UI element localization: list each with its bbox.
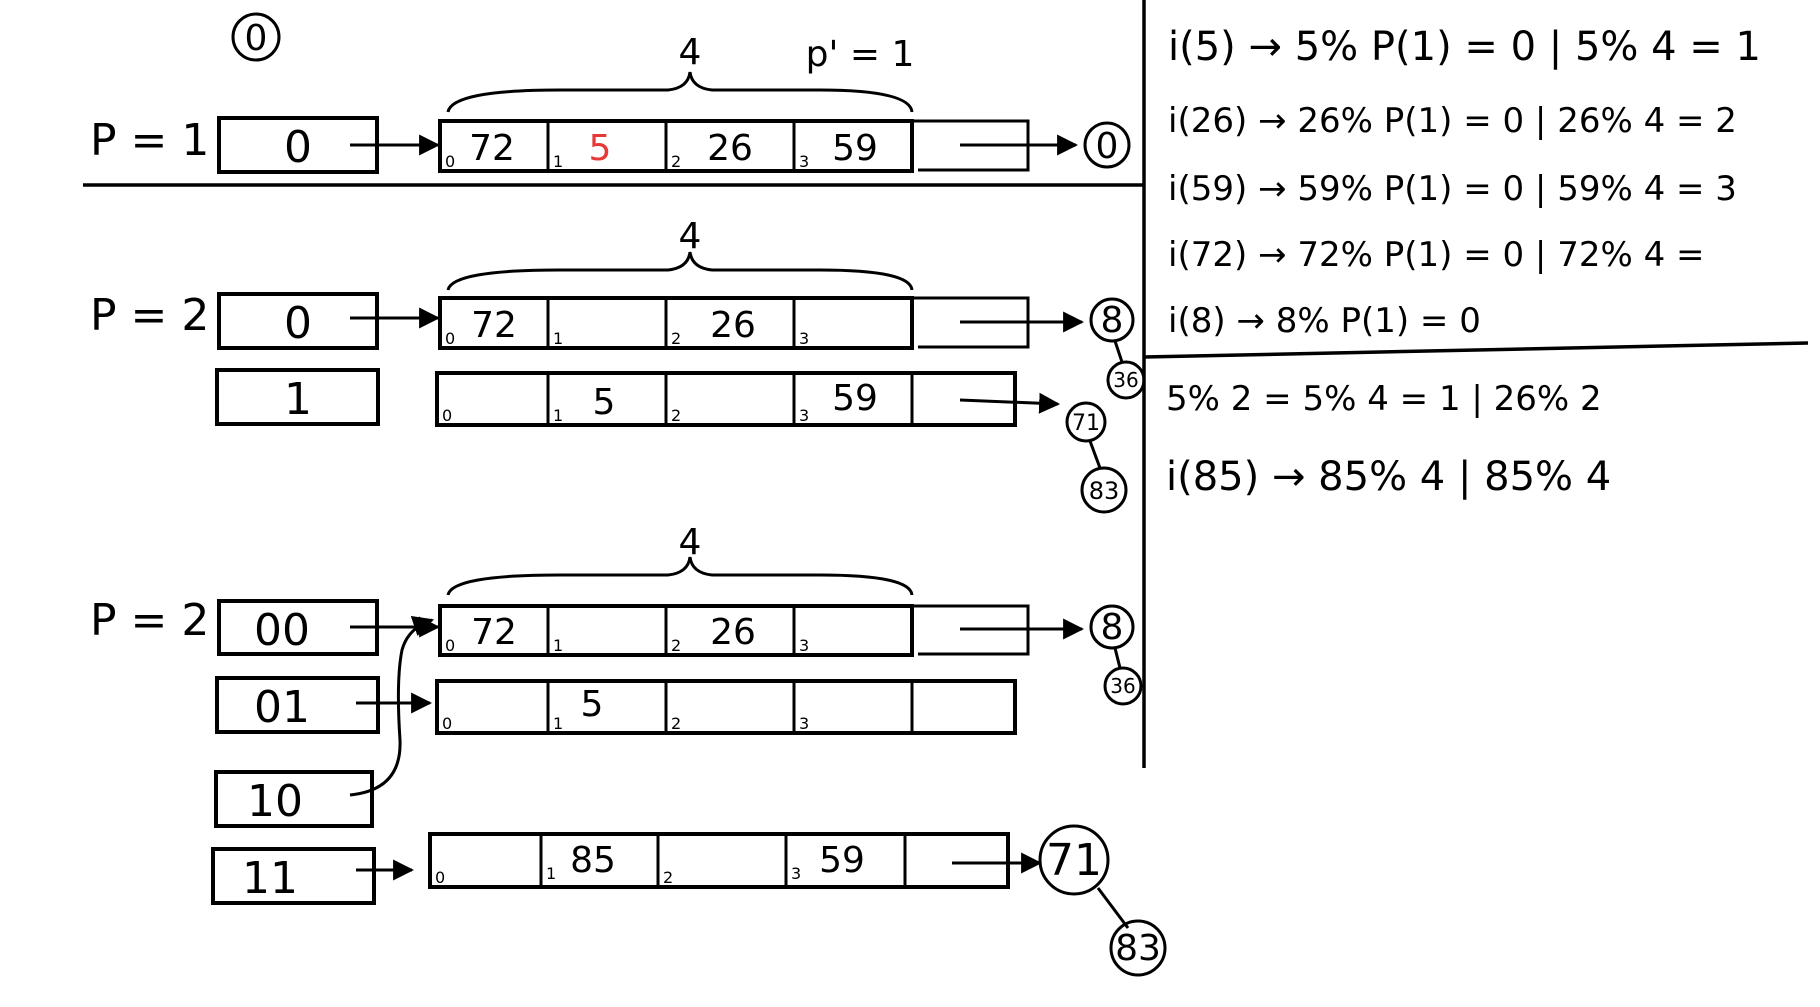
svg-text:8: 8: [1101, 607, 1124, 648]
svg-text:26: 26: [710, 612, 756, 653]
s1-idx-2: 2: [671, 152, 681, 171]
section3-p-label: P = 2: [90, 595, 209, 646]
s1-val-2: 26: [707, 128, 753, 169]
svg-text:5: 5: [593, 382, 616, 423]
section2-dir-entry-1: 1: [215, 368, 380, 426]
svg-text:5: 5: [581, 684, 604, 725]
note-line-6: 5% 2 = 5% 4 = 1 | 26% 2: [1166, 379, 1602, 419]
svg-text:10: 10: [247, 776, 303, 827]
section1-dir-value: 0: [284, 122, 312, 173]
section1-p-label: P = 1: [90, 115, 209, 166]
brace-section2: [446, 251, 914, 291]
section2-bucket-b: 0 1 2 3 5 59: [435, 371, 1017, 427]
svg-text:0: 0: [1096, 126, 1119, 167]
s1-idx-0: 0: [445, 152, 455, 171]
s2-overflow-node-83: 83: [1080, 466, 1128, 514]
svg-text:1: 1: [553, 406, 563, 425]
section3-bucket-a: 0 1 2 3 72 26: [438, 604, 914, 657]
svg-text:0: 0: [442, 714, 452, 733]
section2-p-label: P = 2: [90, 290, 209, 341]
s1-idx-1: 1: [553, 152, 563, 171]
svg-text:83: 83: [1089, 477, 1120, 505]
svg-text:26: 26: [710, 305, 756, 346]
svg-text:0: 0: [445, 636, 455, 655]
svg-text:71: 71: [1072, 411, 1100, 436]
svg-text:72: 72: [471, 612, 517, 653]
svg-text:0: 0: [442, 406, 452, 425]
s2-overflow-node-36: 36: [1106, 360, 1146, 400]
s3-overflow-node-8: 8: [1089, 604, 1135, 650]
s3-overflow-node-36: 36: [1103, 666, 1143, 706]
marker-label: 0: [245, 18, 268, 59]
svg-text:3: 3: [799, 636, 809, 655]
note-line-2: i(26) → 26% P(1) = 0 | 26% 4 = 2: [1168, 101, 1737, 141]
s1-val-1-highlight: 5: [589, 128, 612, 169]
svg-text:3: 3: [791, 864, 801, 883]
section3-dir-entry-10: 10: [214, 770, 374, 828]
section3-size-label: 4: [679, 522, 702, 563]
svg-text:3: 3: [799, 714, 809, 733]
note-line-3: i(59) → 59% P(1) = 0 | 59% 4 = 3: [1168, 169, 1737, 209]
section2-size-label: 4: [679, 216, 702, 257]
svg-text:36: 36: [1113, 368, 1138, 392]
note-line-5: i(8) → 8% P(1) = 0: [1168, 301, 1481, 341]
svg-text:1: 1: [553, 636, 563, 655]
svg-text:8: 8: [1101, 300, 1124, 341]
s3-shared-pointer-10: [349, 616, 434, 797]
section3-dir-entry-01: 01: [215, 676, 380, 734]
svg-text:0: 0: [284, 298, 312, 349]
section1-bucket: 0 1 2 3 72 5 26 59: [438, 119, 914, 173]
svg-text:83: 83: [1115, 928, 1161, 969]
svg-text:72: 72: [471, 305, 517, 346]
marker-circle: 0: [231, 12, 281, 62]
brace-section1: [446, 71, 914, 113]
p-prime-label: p' = 1: [806, 34, 915, 75]
svg-text:85: 85: [570, 840, 616, 881]
s1-val-0: 72: [469, 128, 515, 169]
svg-text:01: 01: [254, 682, 310, 733]
svg-text:2: 2: [671, 406, 681, 425]
svg-text:1: 1: [553, 714, 563, 733]
note-line-7: i(85) → 85% 4 | 85% 4: [1166, 454, 1611, 500]
bucket-size-label: 4: [679, 32, 702, 73]
note-line-1: i(5) → 5% P(1) = 0 | 5% 4 = 1: [1168, 24, 1761, 70]
section3-bucket-c: 0 1 2 3 85 59: [428, 832, 1010, 889]
s1-idx-3: 3: [799, 152, 809, 171]
s1-overflow-node: 0: [1083, 121, 1131, 169]
section3-dir-entry-11: 11: [211, 847, 376, 905]
svg-text:2: 2: [663, 868, 673, 887]
s3-overflow-node-83: 83: [1109, 919, 1167, 977]
svg-text:36: 36: [1110, 674, 1135, 698]
s2-overflow-node-71: 71: [1065, 401, 1107, 443]
s3-overflow-node-71: 71: [1038, 824, 1110, 896]
brace-section3: [446, 556, 914, 596]
svg-text:0: 0: [435, 868, 445, 887]
svg-text:00: 00: [254, 605, 310, 656]
svg-text:59: 59: [819, 840, 865, 881]
note-line-4: i(72) → 72% P(1) = 0 | 72% 4 =: [1168, 235, 1705, 275]
svg-text:2: 2: [671, 329, 681, 348]
s1-val-3: 59: [832, 128, 878, 169]
section3-bucket-b: 0 1 2 3 5: [435, 679, 1017, 735]
svg-text:3: 3: [799, 329, 809, 348]
section2-dir-entry-0: 0: [217, 292, 379, 350]
svg-text:11: 11: [242, 853, 298, 904]
svg-text:1: 1: [553, 329, 563, 348]
notes-top: i(5) → 5% P(1) = 0 | 5% 4 = 1 i(26) → 26…: [1168, 24, 1761, 341]
svg-text:2: 2: [671, 636, 681, 655]
svg-text:3: 3: [799, 406, 809, 425]
svg-text:1: 1: [546, 864, 556, 883]
section2-bucket-a: 0 1 2 3 72 26: [438, 296, 914, 350]
svg-text:2: 2: [671, 714, 681, 733]
svg-text:59: 59: [832, 378, 878, 419]
notes-bottom: 5% 2 = 5% 4 = 1 | 26% 2 i(85) → 85% 4 | …: [1166, 379, 1611, 500]
notes-divider-horizontal: [1143, 341, 1809, 359]
s2-overflow-node-8: 8: [1089, 297, 1135, 343]
svg-text:0: 0: [445, 329, 455, 348]
svg-text:71: 71: [1046, 835, 1102, 886]
svg-text:1: 1: [284, 374, 312, 425]
